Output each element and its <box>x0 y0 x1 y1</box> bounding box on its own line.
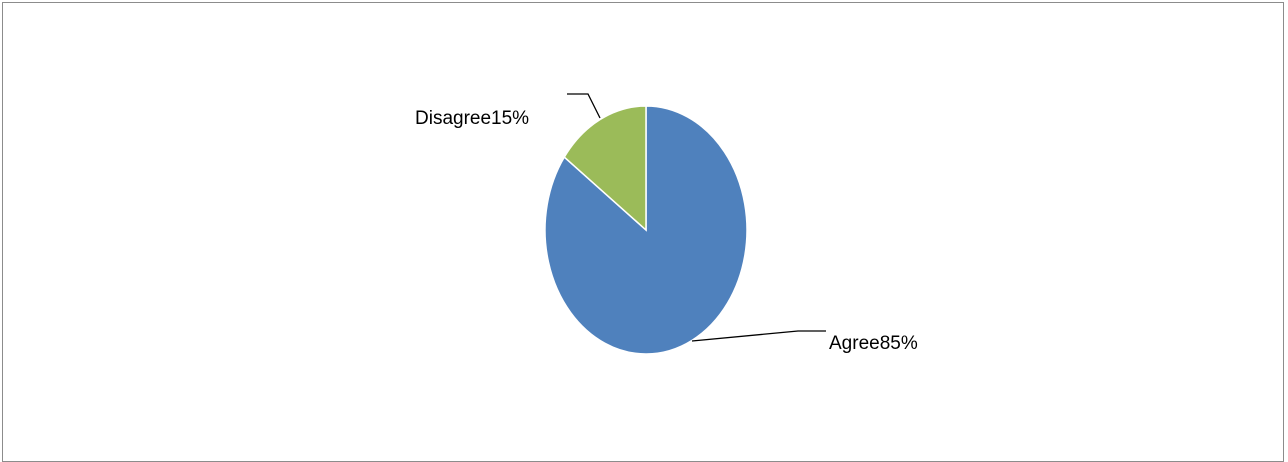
leader-line-disagree <box>567 93 601 119</box>
pie-slices <box>544 105 748 355</box>
data-label-disagree: Disagree15% <box>415 108 529 129</box>
data-label-agree: Agree85% <box>829 333 918 354</box>
leader-line-agree <box>691 330 826 342</box>
leader-lines <box>567 93 826 342</box>
pie-slice-disagree <box>563 105 647 232</box>
